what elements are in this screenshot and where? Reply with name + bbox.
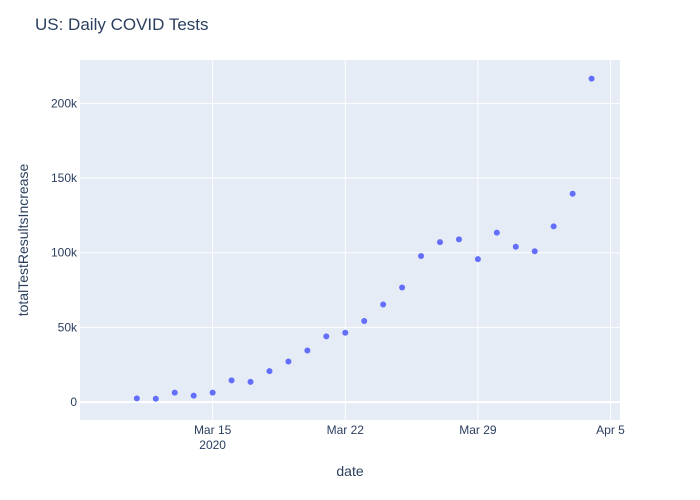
y-tick-label: 100k — [51, 246, 78, 260]
grid-lines — [80, 60, 620, 420]
x-tick-label: Mar 29 — [459, 423, 497, 437]
data-point — [190, 392, 197, 399]
y-tick-label: 0 — [70, 395, 77, 409]
chart-title: US: Daily COVID Tests — [35, 15, 209, 34]
data-point — [266, 368, 273, 375]
data-point — [152, 395, 159, 402]
data-points — [133, 75, 595, 402]
data-point — [569, 190, 576, 197]
data-point — [304, 347, 311, 354]
x-tick-label: Mar 22 — [327, 423, 365, 437]
data-point — [493, 229, 500, 236]
x-tick-label: Mar 15 — [194, 423, 232, 437]
data-point — [133, 395, 140, 402]
data-point — [247, 378, 254, 385]
data-point — [550, 223, 557, 230]
x-tick-sublabel: 2020 — [199, 438, 226, 452]
data-point — [285, 358, 292, 365]
y-tick-label: 50k — [58, 320, 78, 334]
data-point — [323, 333, 330, 340]
y-axis-ticks: 0 50k 100k 150k 200k — [51, 96, 78, 409]
data-point — [361, 317, 368, 324]
data-point — [437, 239, 443, 246]
data-point — [418, 252, 425, 259]
data-point — [399, 284, 406, 291]
data-point — [228, 377, 235, 384]
x-tick-label: Apr 5 — [596, 423, 625, 437]
x-axis-title: date — [336, 463, 363, 479]
y-tick-label: 150k — [51, 171, 78, 185]
y-tick-label: 200k — [51, 96, 78, 110]
data-point — [380, 301, 387, 308]
plot-background — [80, 60, 620, 420]
data-point — [588, 75, 595, 82]
data-point — [342, 329, 349, 336]
data-point — [171, 389, 178, 396]
data-point — [455, 236, 462, 243]
data-point — [512, 243, 519, 250]
data-point — [209, 389, 216, 396]
data-point — [474, 256, 481, 263]
data-point — [531, 248, 538, 255]
y-axis-title: totalTestResultsIncrease — [15, 164, 31, 317]
